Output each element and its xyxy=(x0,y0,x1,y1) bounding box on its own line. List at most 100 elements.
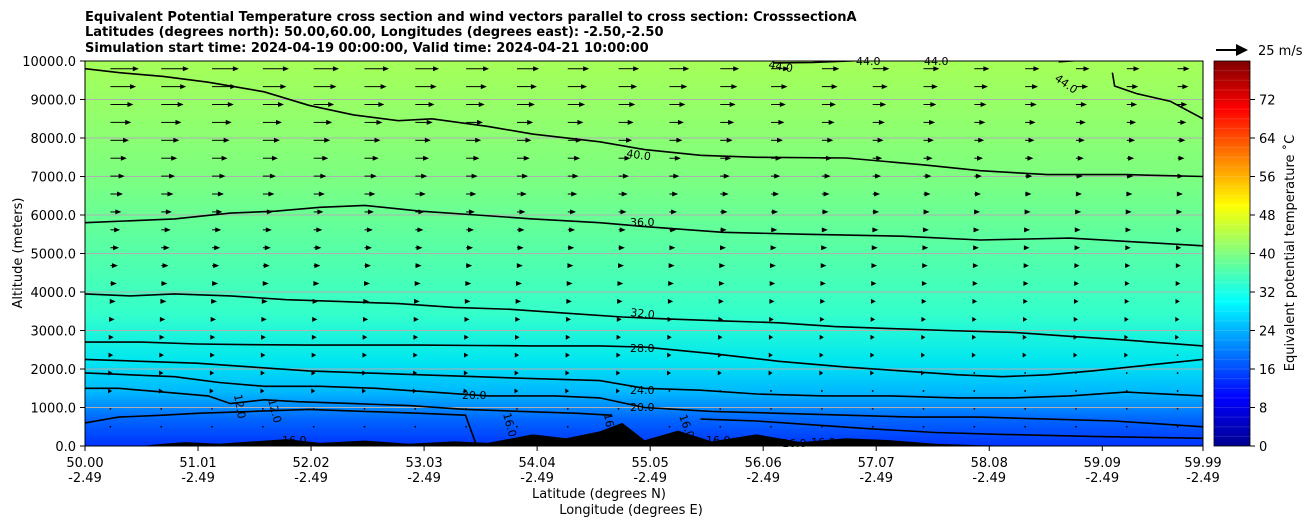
wind-vector-head xyxy=(171,155,178,161)
wind-vector-head xyxy=(464,352,469,358)
wind-vector xyxy=(719,425,722,428)
wind-vector xyxy=(363,425,366,428)
wind-vector-head xyxy=(1076,173,1083,179)
wind-vector xyxy=(1176,354,1179,357)
wind-vector xyxy=(1075,407,1077,410)
x-tick-label-longitude: -2.49 xyxy=(633,471,667,486)
wind-vector-head xyxy=(720,245,727,251)
wind-vector-head xyxy=(668,263,675,269)
wind-vector-head xyxy=(471,173,478,179)
wind-vector-head xyxy=(981,84,988,90)
x-tick-label-longitude: -2.49 xyxy=(294,471,328,486)
wind-vector-head xyxy=(1133,66,1140,72)
contour-line-24 xyxy=(85,358,1203,399)
wind-vector-head xyxy=(565,388,570,394)
wind-vector-head xyxy=(577,119,584,125)
wind-vector-head xyxy=(883,66,890,72)
wind-vector-head xyxy=(514,352,520,358)
wind-vector-head xyxy=(974,209,981,215)
x-tick-label-latitude: 59.99 xyxy=(1184,456,1221,471)
wind-vector xyxy=(820,425,823,428)
wind-vector-head xyxy=(314,263,321,269)
wind-vector-head xyxy=(825,155,832,161)
wind-vector-head xyxy=(213,263,220,269)
wind-vector-head xyxy=(769,316,774,322)
wind-vector-head xyxy=(720,227,727,233)
contour-label: 20.0 xyxy=(630,401,655,414)
wind-vector-head xyxy=(1176,227,1182,233)
wind-vector-head xyxy=(626,137,633,143)
contour-line-44 xyxy=(1111,72,1203,120)
wind-vector-head xyxy=(980,102,987,108)
contour-labels: 44.0 44.0 44.0 44.0 40.0 36.0 32.0 28.0 … xyxy=(231,55,1080,450)
colorbar-tick-label: 8 xyxy=(1259,402,1267,417)
wind-vector-head xyxy=(972,334,977,340)
wind-vector-head xyxy=(312,298,319,304)
x-tick-label-longitude: -2.49 xyxy=(1085,471,1119,486)
contour-label: 36.0 xyxy=(630,216,655,229)
wind-vector-head xyxy=(880,102,887,108)
wind-vector-head xyxy=(830,102,837,108)
wind-vector-head xyxy=(517,245,524,251)
wind-vector-head xyxy=(478,102,485,108)
wind-vector-head xyxy=(1023,245,1030,251)
wind-vector-head xyxy=(971,352,976,358)
wind-vector-head xyxy=(771,227,778,233)
wind-vector-head xyxy=(209,370,215,376)
contour-label: 44.0 xyxy=(924,55,949,68)
chart-title-line-2: Latitudes (degrees north): 50.00,60.00, … xyxy=(85,25,664,40)
wind-vector-head xyxy=(929,119,936,125)
wind-vector-head xyxy=(783,66,790,72)
y-tick-label: 10000.0 xyxy=(22,55,76,70)
contour-line-44 xyxy=(773,61,869,64)
wind-vector-head xyxy=(414,281,421,287)
wind-vector-head xyxy=(819,334,824,340)
x-tick-label-latitude: 53.03 xyxy=(405,456,442,471)
wind-vector-head xyxy=(417,227,424,233)
wind-vector-head xyxy=(616,388,620,394)
wind-vector-head xyxy=(926,155,933,161)
wind-vector-head xyxy=(312,316,318,322)
wind-vector-head xyxy=(668,281,674,287)
wind-vector xyxy=(871,390,874,392)
chart-title-line-1: Equivalent Potential Temperature cross s… xyxy=(85,10,857,25)
wind-vector-head xyxy=(266,209,273,215)
wind-vector-head xyxy=(1075,191,1082,197)
wind-vector-head xyxy=(681,84,688,90)
wind-vector-head xyxy=(232,66,239,72)
wind-vector-head xyxy=(1129,137,1136,143)
wind-vector-head xyxy=(828,119,835,125)
wind-vector-head xyxy=(1024,209,1031,215)
wind-vector-head xyxy=(621,191,628,197)
wind-vector-head xyxy=(922,245,929,251)
wind-vector-head xyxy=(380,84,387,90)
wind-vector-head xyxy=(261,298,268,304)
wind-vector-head xyxy=(111,263,118,269)
wind-vector-head xyxy=(1128,155,1135,161)
colorbar-tick-label: 56 xyxy=(1259,171,1276,186)
wind-vector xyxy=(1075,372,1077,374)
wind-vector xyxy=(770,425,772,428)
wind-vector-head xyxy=(921,281,928,287)
chart-title-line-3: Simulation start time: 2024-04-19 00:00:… xyxy=(85,41,649,56)
wind-vector xyxy=(1125,425,1128,428)
wind-vector-head xyxy=(1126,191,1133,197)
wind-vector-head xyxy=(127,102,134,108)
y-tick-label: 8000.0 xyxy=(31,132,77,147)
wind-vector-head xyxy=(1023,281,1029,287)
wind-vector-head xyxy=(1033,66,1040,72)
wind-vector-head xyxy=(374,137,381,143)
wind-vector-head xyxy=(726,137,733,143)
wind-vector-head xyxy=(972,298,978,304)
wind-vector-head xyxy=(1027,155,1034,161)
wind-vector-head xyxy=(719,263,726,269)
wind-vector xyxy=(109,425,112,428)
wind-vector-head xyxy=(326,119,333,125)
wind-vector-head xyxy=(313,281,320,287)
wind-vector-head xyxy=(230,84,237,90)
wind-vector-head xyxy=(1175,334,1179,340)
contour-line-40 xyxy=(85,67,1203,178)
wind-vector-head xyxy=(567,263,574,269)
wind-vector-head xyxy=(823,191,830,197)
